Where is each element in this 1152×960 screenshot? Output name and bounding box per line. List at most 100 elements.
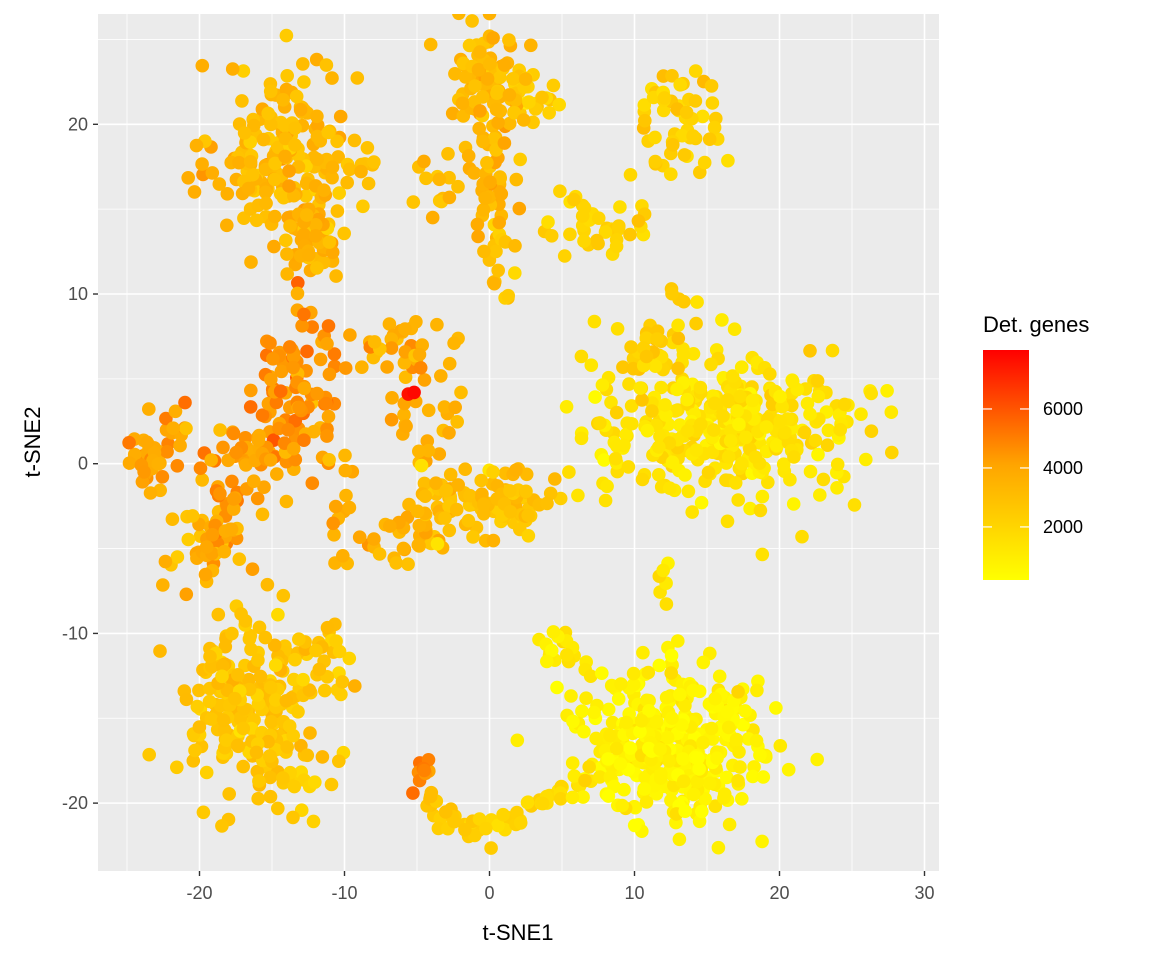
data-point	[595, 666, 609, 680]
data-point	[635, 472, 650, 487]
data-point	[476, 203, 491, 217]
data-point	[397, 408, 411, 422]
data-point	[577, 724, 591, 739]
data-point	[707, 120, 722, 135]
data-point	[640, 423, 655, 438]
data-point	[252, 620, 267, 635]
data-point	[601, 702, 616, 717]
data-point	[279, 28, 294, 43]
data-point	[686, 347, 701, 361]
data-point	[489, 102, 504, 117]
data-point	[218, 639, 233, 654]
data-point	[677, 148, 692, 162]
data-point	[467, 166, 482, 180]
data-point	[698, 792, 712, 806]
data-point	[273, 384, 288, 399]
data-point	[322, 453, 336, 467]
data-point	[325, 245, 340, 260]
data-point	[847, 498, 862, 512]
data-point	[689, 443, 704, 458]
data-point	[382, 317, 397, 331]
data-point	[578, 773, 592, 788]
data-point	[350, 71, 365, 85]
data-point	[441, 147, 455, 161]
data-point	[486, 465, 500, 479]
data-point	[943, 366, 957, 380]
data-point	[245, 562, 260, 576]
data-point	[261, 734, 275, 749]
data-point	[203, 649, 217, 664]
data-point	[574, 349, 589, 364]
data-point	[329, 269, 343, 283]
data-point	[501, 288, 515, 303]
y-axis-ticks: -20 -10 0 10 20	[62, 114, 98, 813]
data-point	[342, 500, 357, 515]
data-point	[160, 445, 174, 459]
data-point	[429, 476, 443, 491]
data-point	[330, 134, 344, 149]
data-point	[244, 255, 258, 269]
data-point	[142, 747, 156, 762]
data-point	[773, 389, 787, 404]
data-point	[635, 393, 649, 407]
data-point	[611, 220, 626, 235]
data-point	[225, 474, 239, 489]
legend-tick-label: 4000	[1043, 458, 1083, 478]
data-point	[503, 484, 517, 498]
data-point	[232, 552, 247, 566]
data-point	[676, 752, 690, 766]
x-tick-label: -10	[331, 883, 357, 903]
data-point	[810, 752, 824, 767]
data-point	[624, 399, 639, 413]
data-point	[579, 691, 593, 705]
data-point	[442, 190, 457, 205]
data-point	[288, 452, 303, 467]
data-point	[367, 335, 382, 349]
data-point	[243, 400, 258, 414]
data-point	[397, 356, 412, 370]
data-point	[417, 476, 432, 491]
data-point	[880, 384, 894, 398]
data-point	[283, 340, 297, 354]
data-point	[361, 176, 376, 191]
data-point	[331, 150, 346, 164]
data-point	[226, 492, 241, 506]
data-point	[587, 314, 602, 329]
data-point	[195, 473, 209, 487]
data-point	[704, 79, 719, 93]
data-point	[279, 233, 293, 248]
data-point	[670, 382, 684, 397]
data-point	[717, 787, 732, 801]
data-point	[243, 155, 258, 169]
data-point	[356, 199, 370, 214]
data-point	[339, 488, 353, 503]
data-point	[731, 685, 745, 699]
data-point	[310, 109, 324, 124]
data-point	[563, 227, 577, 242]
data-point	[455, 96, 470, 111]
data-point	[367, 155, 381, 169]
data-point	[548, 472, 562, 486]
data-point	[496, 807, 510, 822]
data-point	[286, 360, 300, 375]
data-point	[461, 149, 476, 163]
data-point	[473, 104, 487, 118]
data-point	[326, 516, 341, 531]
data-point	[690, 774, 705, 789]
data-point	[590, 233, 604, 248]
data-point	[553, 184, 567, 198]
data-point	[215, 669, 229, 684]
data-point	[785, 374, 800, 389]
data-point	[652, 468, 666, 482]
data-point	[609, 405, 624, 420]
data-point	[158, 554, 173, 569]
data-point	[256, 132, 271, 147]
data-point	[271, 607, 285, 622]
data-point	[225, 626, 239, 641]
data-point	[708, 691, 722, 706]
data-point	[251, 653, 265, 667]
data-point	[731, 493, 745, 507]
data-point	[468, 79, 482, 93]
data-point	[625, 417, 639, 431]
data-point	[535, 796, 550, 811]
